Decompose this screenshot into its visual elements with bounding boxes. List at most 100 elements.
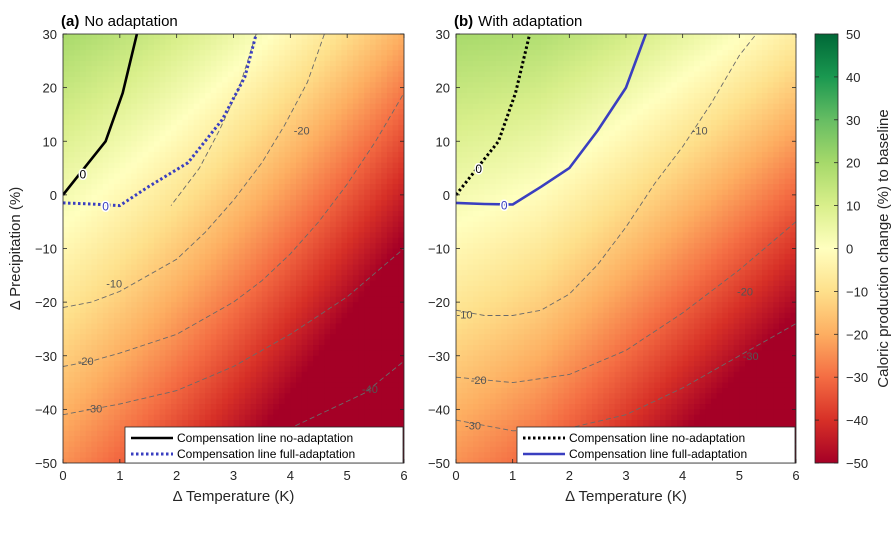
heatmap-cell xyxy=(74,50,81,57)
heatmap-cell xyxy=(307,200,314,207)
heatmap-cell xyxy=(386,312,394,319)
heatmap-cell xyxy=(91,334,98,341)
heatmap-cell xyxy=(456,210,463,217)
heatmap-cell xyxy=(250,280,257,287)
heatmap-cell xyxy=(136,82,144,89)
heatmap-cell xyxy=(227,264,235,271)
heatmap-cell xyxy=(91,345,98,351)
heatmap-cell xyxy=(250,103,257,110)
heatmap-cell xyxy=(142,114,149,121)
heatmap-cell xyxy=(68,457,75,463)
heatmap-cell xyxy=(193,184,200,191)
heatmap-cell xyxy=(250,361,257,368)
heatmap-cell xyxy=(341,162,348,169)
heatmap-cell xyxy=(318,323,326,330)
heatmap-cell xyxy=(324,382,331,389)
heatmap-cell xyxy=(119,151,127,158)
heatmap-cell xyxy=(341,323,348,330)
heatmap-cell xyxy=(165,189,172,196)
heatmap-cell xyxy=(125,414,132,421)
heatmap-cell xyxy=(386,243,394,250)
heatmap-cell xyxy=(102,339,110,346)
heatmap-cell xyxy=(358,259,365,266)
heatmap-cell xyxy=(461,119,468,126)
heatmap-cell xyxy=(341,328,348,335)
heatmap-cell xyxy=(233,307,240,314)
heatmap-cell xyxy=(108,441,115,448)
heatmap-cell xyxy=(108,135,115,142)
heatmap-cell xyxy=(375,307,382,314)
heatmap-cell xyxy=(381,162,388,169)
heatmap-cell xyxy=(256,243,263,250)
heatmap-cell xyxy=(261,87,269,94)
heatmap-cell xyxy=(296,253,303,260)
heatmap-cell xyxy=(222,39,229,46)
heatmap-cell xyxy=(108,269,115,276)
heatmap-cell xyxy=(142,39,149,46)
heatmap-cell xyxy=(358,162,365,169)
heatmap-cell xyxy=(267,409,274,416)
heatmap-cell xyxy=(352,34,360,40)
heatmap-cell xyxy=(68,189,75,196)
heatmap-cell xyxy=(381,178,388,185)
heatmap-cell xyxy=(222,178,229,185)
heatmap-cell xyxy=(136,60,144,67)
heatmap-cell xyxy=(63,291,70,298)
heatmap-cell xyxy=(182,264,189,271)
heatmap-cell xyxy=(114,76,121,83)
heatmap-cell xyxy=(461,130,468,137)
heatmap-cell xyxy=(398,323,404,330)
heatmap-cell xyxy=(148,210,155,217)
heatmap-cell xyxy=(131,210,138,217)
heatmap-cell xyxy=(284,60,291,67)
y-tick-label: −30 xyxy=(35,349,57,364)
heatmap-cell xyxy=(364,227,371,234)
heatmap-cell xyxy=(222,286,229,292)
heatmap-cell xyxy=(85,184,93,191)
heatmap-cell xyxy=(188,404,195,410)
heatmap-cell xyxy=(102,366,110,373)
heatmap-cell xyxy=(102,162,110,169)
heatmap-cell xyxy=(193,55,200,62)
heatmap-cell xyxy=(341,366,348,373)
heatmap-cell xyxy=(296,82,303,89)
heatmap-cell xyxy=(369,210,377,217)
heatmap-cell xyxy=(142,76,149,83)
heatmap-cell xyxy=(227,312,235,319)
heatmap-cell xyxy=(142,355,149,362)
heatmap-cell xyxy=(80,109,87,116)
heatmap-cell xyxy=(267,221,274,228)
heatmap-cell xyxy=(170,82,178,89)
heatmap-cell xyxy=(176,109,183,116)
heatmap-cell xyxy=(131,264,138,271)
heatmap-cell xyxy=(278,307,286,314)
heatmap-cell xyxy=(250,243,257,250)
heatmap-cell xyxy=(68,34,75,40)
heatmap-cell xyxy=(131,269,138,276)
heatmap-cell xyxy=(68,398,75,405)
heatmap-cell xyxy=(324,398,331,405)
heatmap-cell xyxy=(148,227,155,234)
heatmap-cell xyxy=(364,168,371,175)
heatmap-cell xyxy=(170,205,178,212)
heatmap-cell xyxy=(381,146,388,153)
heatmap-cell xyxy=(227,71,235,78)
heatmap-cell xyxy=(296,200,303,207)
heatmap-cell xyxy=(307,387,314,394)
heatmap-cell xyxy=(244,420,252,427)
heatmap-cell xyxy=(392,253,399,260)
heatmap-cell xyxy=(80,82,87,89)
heatmap-cell xyxy=(188,398,195,405)
heatmap-cell xyxy=(244,393,252,400)
heatmap-cell xyxy=(131,98,138,105)
heatmap-cell xyxy=(97,141,104,148)
heatmap-cell xyxy=(114,60,121,67)
heatmap-cell xyxy=(114,259,121,266)
heatmap-cell xyxy=(233,253,240,260)
heatmap-cell xyxy=(347,76,354,83)
heatmap-cell xyxy=(261,200,269,207)
legend-label: Compensation line no-adaptation xyxy=(177,431,353,445)
heatmap-cell xyxy=(369,50,377,57)
heatmap-cell xyxy=(267,366,274,373)
heatmap-cell xyxy=(199,76,206,83)
